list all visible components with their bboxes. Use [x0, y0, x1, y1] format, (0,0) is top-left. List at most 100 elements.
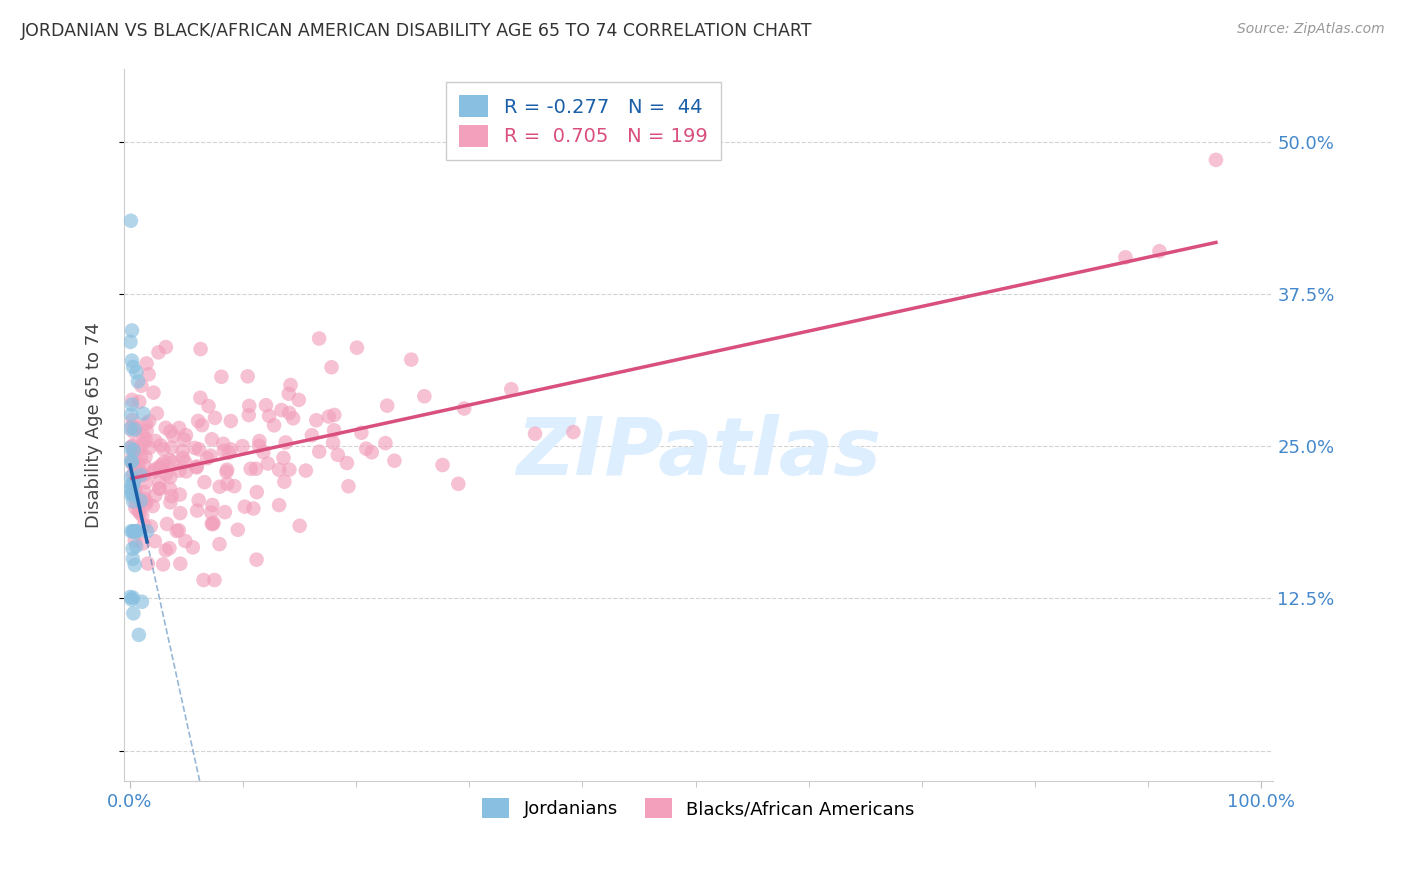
- Point: [132, 436, 155, 450]
- Point: [138, 368, 160, 382]
- Point: [174, 455, 197, 469]
- Text: JORDANIAN VS BLACK/AFRICAN AMERICAN DISABILITY AGE 65 TO 74 CORRELATION CHART: JORDANIAN VS BLACK/AFRICAN AMERICAN DISA…: [21, 22, 813, 40]
- Point: [295, 464, 318, 478]
- Point: [287, 392, 309, 407]
- Point: [524, 426, 547, 441]
- Point: [193, 475, 215, 490]
- Point: [236, 369, 259, 384]
- Point: [197, 399, 219, 413]
- Point: [124, 460, 146, 475]
- Point: [162, 455, 184, 469]
- Point: [201, 432, 224, 446]
- Point: [246, 485, 269, 500]
- Point: [132, 484, 155, 499]
- Point: [121, 456, 143, 470]
- Point: [125, 539, 148, 553]
- Point: [121, 323, 143, 337]
- Point: [135, 475, 157, 490]
- Point: [447, 476, 470, 491]
- Point: [121, 551, 143, 566]
- Point: [212, 443, 235, 458]
- Point: [1205, 153, 1227, 167]
- Point: [138, 441, 160, 455]
- Point: [152, 442, 174, 457]
- Point: [346, 341, 368, 355]
- Point: [131, 428, 153, 442]
- Point: [212, 437, 235, 451]
- Point: [122, 438, 145, 452]
- Point: [122, 524, 145, 539]
- Point: [174, 465, 197, 479]
- Point: [159, 470, 181, 484]
- Point: [124, 483, 146, 498]
- Point: [256, 457, 278, 471]
- Point: [128, 457, 150, 471]
- Point: [121, 455, 143, 469]
- Point: [142, 499, 165, 513]
- Point: [127, 375, 149, 389]
- Point: [120, 334, 142, 349]
- Point: [562, 425, 585, 439]
- Point: [242, 501, 264, 516]
- Point: [121, 353, 143, 368]
- Point: [135, 424, 157, 438]
- Point: [267, 463, 290, 477]
- Point: [131, 595, 153, 609]
- Point: [201, 517, 224, 532]
- Point: [159, 453, 181, 467]
- Point: [135, 494, 157, 508]
- Point: [187, 414, 209, 428]
- Point: [226, 523, 249, 537]
- Point: [174, 534, 197, 549]
- Point: [120, 441, 142, 455]
- Point: [122, 359, 145, 374]
- Point: [288, 518, 311, 533]
- Point: [121, 479, 143, 493]
- Point: [124, 423, 146, 437]
- Point: [134, 458, 156, 473]
- Point: [200, 506, 222, 520]
- Point: [252, 445, 274, 459]
- Point: [173, 433, 195, 447]
- Point: [122, 494, 145, 508]
- Point: [160, 489, 183, 503]
- Point: [208, 480, 231, 494]
- Point: [131, 508, 153, 523]
- Point: [120, 408, 142, 422]
- Point: [245, 552, 267, 566]
- Point: [167, 523, 190, 537]
- Point: [146, 406, 169, 420]
- Point: [239, 461, 262, 475]
- Point: [384, 453, 406, 467]
- Point: [193, 573, 215, 587]
- Point: [159, 495, 181, 509]
- Point: [169, 557, 191, 571]
- Point: [184, 441, 207, 455]
- Point: [195, 451, 218, 466]
- Point: [132, 536, 155, 550]
- Point: [121, 487, 143, 501]
- Point: [238, 408, 260, 422]
- Point: [153, 455, 176, 469]
- Point: [214, 505, 236, 519]
- Point: [318, 409, 340, 424]
- Point: [159, 425, 181, 439]
- Point: [208, 537, 231, 551]
- Point: [155, 421, 177, 435]
- Point: [217, 476, 239, 491]
- Point: [143, 534, 166, 549]
- Point: [122, 591, 145, 605]
- Point: [360, 445, 382, 459]
- Point: [200, 449, 222, 463]
- Point: [204, 410, 226, 425]
- Point: [121, 419, 143, 434]
- Point: [247, 434, 270, 448]
- Point: [273, 450, 295, 465]
- Point: [337, 479, 360, 493]
- Point: [238, 399, 260, 413]
- Point: [132, 407, 155, 421]
- Point: [122, 524, 145, 539]
- Point: [145, 434, 167, 448]
- Point: [172, 444, 194, 458]
- Point: [122, 475, 145, 490]
